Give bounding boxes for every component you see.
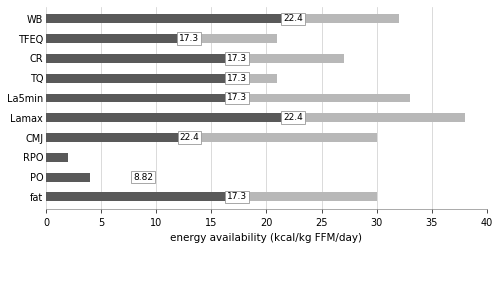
Bar — [46, 93, 236, 102]
Bar — [46, 113, 293, 122]
Bar — [236, 54, 344, 63]
Bar — [46, 153, 68, 162]
Text: 8.82: 8.82 — [133, 173, 153, 182]
Text: 22.4: 22.4 — [283, 14, 303, 23]
Text: 17.3: 17.3 — [226, 54, 246, 63]
Bar — [46, 14, 293, 23]
Bar — [190, 34, 278, 43]
Bar — [293, 14, 399, 23]
Text: 17.3: 17.3 — [226, 93, 246, 102]
Bar — [46, 54, 236, 63]
Bar — [190, 133, 376, 142]
Text: 17.3: 17.3 — [226, 193, 246, 202]
Bar — [293, 113, 465, 122]
Bar — [46, 34, 190, 43]
Bar — [236, 193, 376, 201]
Bar — [46, 193, 236, 201]
X-axis label: energy availability (kcal/kg FFM/day): energy availability (kcal/kg FFM/day) — [170, 233, 362, 243]
Text: 17.3: 17.3 — [226, 74, 246, 83]
Text: 22.4: 22.4 — [180, 133, 199, 142]
Bar — [236, 74, 278, 83]
Bar — [46, 74, 236, 83]
Bar — [46, 133, 190, 142]
Text: 22.4: 22.4 — [283, 113, 303, 122]
Bar — [46, 173, 90, 182]
Text: 17.3: 17.3 — [179, 34, 200, 43]
Bar — [236, 93, 410, 102]
